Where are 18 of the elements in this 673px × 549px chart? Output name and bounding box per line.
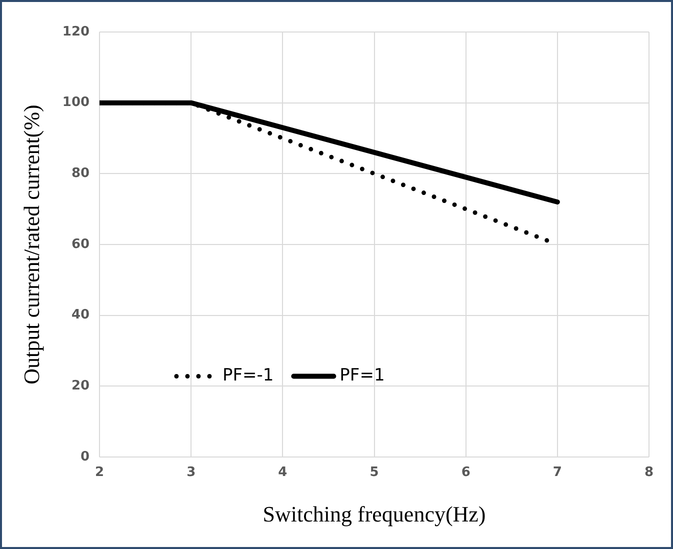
y-tick-label: 100 — [62, 95, 90, 110]
x-tick-label: 6 — [461, 465, 470, 480]
y-tick-label: 20 — [71, 378, 90, 394]
y-tick-label: 60 — [71, 236, 90, 252]
y-tick-label: 40 — [71, 308, 90, 323]
y-axis-title: Output current/rated current(%) — [18, 104, 44, 384]
x-axis-title: Switching frequency(Hz) — [262, 502, 486, 527]
x-tick-label: 2 — [95, 465, 104, 480]
y-tick-label: 80 — [71, 166, 90, 182]
x-tick-label: 4 — [278, 465, 288, 480]
y-tick-label: 120 — [62, 24, 90, 40]
x-tick-label: 7 — [552, 465, 562, 480]
x-tick-label: 5 — [370, 465, 379, 480]
x-tick-label: 8 — [644, 465, 654, 480]
legend-label: PF=-1 — [222, 366, 274, 386]
y-tick-label: 0 — [80, 449, 90, 464]
legend-label: PF=1 — [340, 366, 385, 386]
x-tick-label: 3 — [186, 465, 196, 480]
